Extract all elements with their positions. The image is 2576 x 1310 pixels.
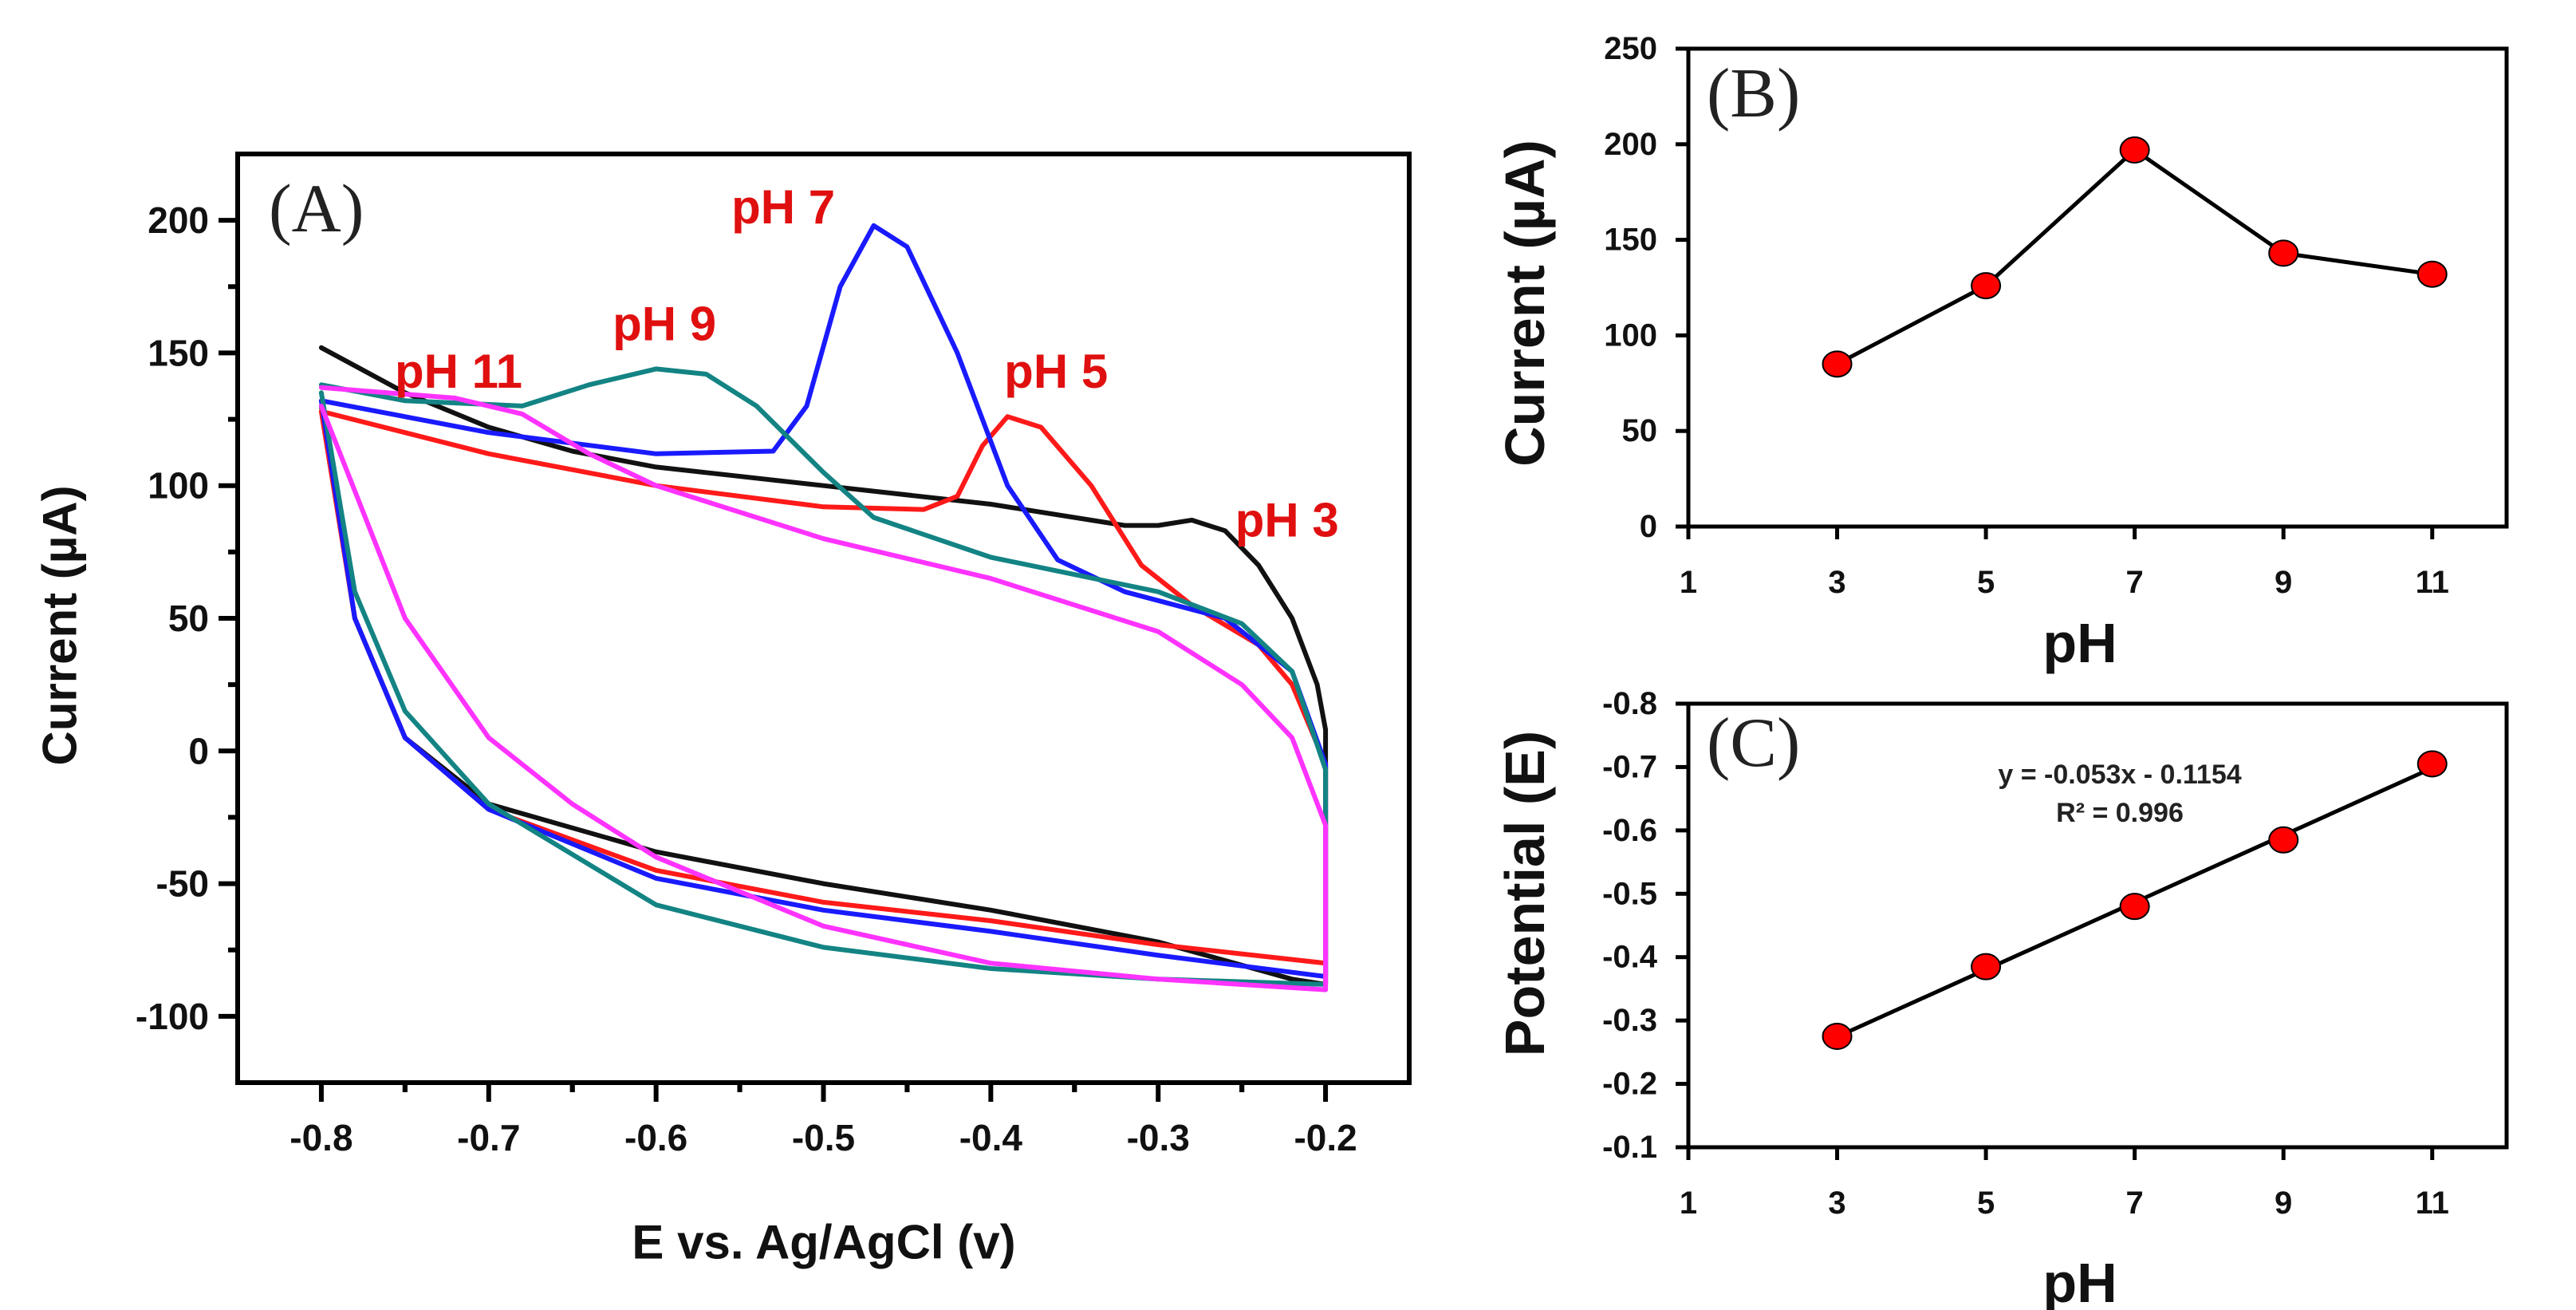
- x-tick-label: 1: [1680, 565, 1697, 600]
- y-tick-label: -0.6: [1602, 813, 1657, 848]
- data-point: [2119, 893, 2150, 921]
- cv-curve-ph-5: [318, 408, 1329, 966]
- panel-a-cyclic-voltammogram: -100 -50 0 50 100 150 200 -0.8 -0.7 -0.6 -0.5 -0.4 -…: [33, 152, 1412, 1269]
- y-tick-label: 200: [148, 199, 209, 241]
- x-tick-label: 7: [2126, 1186, 2144, 1221]
- y-tick-label: 150: [1604, 223, 1657, 258]
- y-tick-label: -0.4: [1602, 940, 1658, 975]
- x-tick-label: -0.5: [792, 1117, 855, 1158]
- panel-c-potential-vs-ph: -0.1 -0.2 -0.3 -0.4 -0.5 -0.6 -0.7 -0.8 1 3 5 7 9 11 p…: [1494, 686, 2509, 1310]
- cv-curve-ph-3: [318, 345, 1329, 987]
- data-point: [1822, 350, 1853, 378]
- x-tick-label: 3: [1828, 1186, 1845, 1221]
- y-tick-label: -0.2: [1602, 1067, 1657, 1102]
- cv-curve-ph-7: [318, 223, 1329, 979]
- x-tick-label: 11: [2416, 565, 2449, 600]
- y-tick-label: 0: [1640, 509, 1657, 544]
- y-tick-label: 150: [148, 332, 209, 373]
- data-point: [1971, 953, 2002, 981]
- cv-curve-ph-11: [318, 385, 1329, 992]
- plot-frame: [1686, 701, 2509, 1150]
- curve-annotation: pH 3: [1235, 493, 1339, 546]
- x-tick-label: 9: [2275, 565, 2292, 600]
- data-point: [2416, 750, 2448, 778]
- curve-annotation: pH 5: [1004, 345, 1108, 398]
- panel-label: (C): [1707, 704, 1800, 782]
- data-point: [2119, 136, 2150, 164]
- x-axis-title: pH: [2042, 612, 2117, 674]
- curve-annotation: pH 7: [731, 180, 835, 234]
- r-squared: R² = 0.996: [2056, 798, 2184, 828]
- x-tick-label: 11: [2416, 1186, 2449, 1221]
- y-axis-title: Current (µA): [33, 485, 87, 765]
- x-tick-label: -0.4: [959, 1117, 1023, 1158]
- curve-annotation: pH 9: [612, 297, 716, 350]
- y-tick-label: -0.1: [1602, 1130, 1657, 1165]
- x-tick-label: 9: [2275, 1186, 2292, 1221]
- y-tick-label: -100: [136, 996, 209, 1037]
- x-tick-label: 3: [1828, 565, 1845, 600]
- y-axis-title: Current (µA): [1494, 140, 1556, 467]
- y-tick-label: 250: [1604, 31, 1657, 66]
- x-tick-label: -0.7: [457, 1117, 520, 1158]
- y-tick-label: -0.7: [1602, 749, 1657, 784]
- x-tick-label: -0.3: [1127, 1117, 1190, 1158]
- data-point: [2268, 239, 2299, 267]
- x-tick-label: -0.6: [624, 1117, 687, 1158]
- y-tick-label: 50: [168, 598, 209, 639]
- y-tick-label: -0.8: [1602, 686, 1657, 721]
- panel-label: (B): [1707, 55, 1800, 132]
- y-tick-label: -50: [156, 863, 209, 905]
- x-axis-title: E vs. Ag/AgCl (v): [632, 1216, 1015, 1269]
- x-tick-label: 7: [2126, 565, 2144, 600]
- y-tick-label: 200: [1604, 127, 1657, 162]
- data-point: [1971, 272, 2002, 300]
- y-axis-title: Potential (E): [1494, 731, 1556, 1056]
- y-tick-label: -0.3: [1602, 1003, 1657, 1038]
- plot-frame: [1686, 46, 2509, 529]
- x-tick-label: 5: [1977, 565, 1995, 600]
- x-axis-title: pH: [2042, 1252, 2117, 1310]
- x-tick-label: 5: [1977, 1186, 1995, 1221]
- panel-label: (A): [269, 170, 364, 247]
- y-tick-label: -0.5: [1602, 876, 1657, 911]
- x-tick-label: -0.8: [290, 1117, 353, 1158]
- data-point: [2268, 826, 2299, 854]
- y-tick-label: 0: [188, 730, 209, 771]
- data-point: [1822, 1023, 1853, 1050]
- data-line: [1836, 147, 2433, 366]
- y-tick-label: 100: [1604, 318, 1657, 353]
- x-tick-label: -0.2: [1294, 1117, 1357, 1158]
- y-tick-label: 100: [148, 465, 209, 507]
- fit-equation: y = -0.053x - 0.1154: [1998, 760, 2241, 790]
- y-tick-label: 50: [1622, 413, 1658, 448]
- panel-b-current-vs-ph: 0 50 100 150 200 250 1 3 5 7 9 11 pH Current (µA) (B): [1494, 31, 2509, 674]
- data-point: [2416, 260, 2448, 288]
- curve-annotation: pH 11: [395, 345, 522, 398]
- x-tick-label: 1: [1680, 1186, 1697, 1221]
- cv-curve-ph-9: [318, 366, 1329, 987]
